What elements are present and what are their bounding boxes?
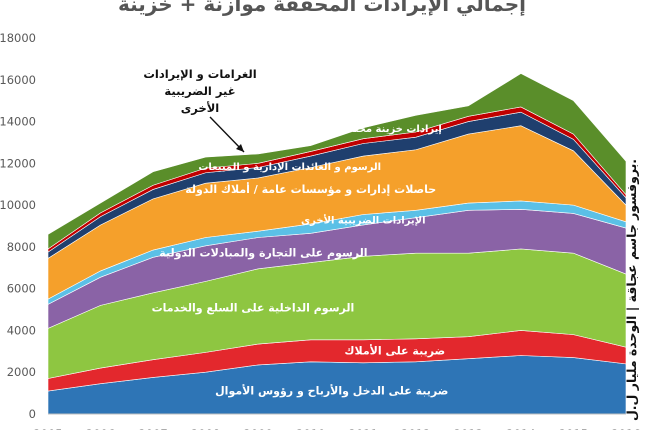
area-label-6: الرسوم و العائدات الإدارية و المبيعات [198,162,381,173]
side-note: بروفسور جاسم عجاقة | الوحدة مليار ل.ل. [624,159,639,421]
area-label-8: إيرادات خزينة مختلفة [337,124,442,135]
fines-callout-line: الأخرى [181,101,220,115]
callout-arrow-head [236,144,244,152]
y-tick-label: 4000 [7,323,36,337]
y-tick-label: 18000 [0,31,36,45]
y-tick-label: 10000 [0,198,36,212]
areas-layer [47,73,627,415]
y-tick-label: 14000 [0,115,36,129]
area-label-5: حاصلات إدارات و مؤسسات عامة / أملاك الدو… [185,182,436,196]
y-tick-label: 2000 [7,365,36,379]
y-axis: 0 2000 4000 6000 8000 10000 12000 14000 16000 180… [0,31,36,421]
area-label-2: الرسوم الداخلية على السلع والخدمات [152,301,355,314]
area-label-1: ضريبة على الأملاك [344,344,445,358]
chart-title: إجمالي الإيرادات المحققة موازنة + خزينة [118,0,526,17]
y-tick-label: 6000 [7,282,36,296]
x-axis: 2005200620072008200920102011201220132014… [33,413,641,434]
y-tick-label: 16000 [0,73,36,87]
fines-callout-line: غير الضريبية [164,84,235,98]
area-label-3: الرسوم على التجارة والمبادلات الدولية [159,247,367,260]
area-series-8 [47,73,627,250]
area-labels: ضريبة على الدخل والأرباح و رؤوس الأموال ض… [143,67,448,398]
fines-callout-line: الغرامات و الإيرادات [143,67,256,82]
area-label-0: ضريبة على الدخل والأرباح و رؤوس الأموال [215,384,448,398]
y-tick-label: 12000 [0,156,36,170]
area-label-4: الإيرادات الضريبية الأخرى [301,214,426,227]
y-tick-label: 0 [29,407,36,421]
y-tick-label: 8000 [7,240,36,254]
callout-arrow [209,116,245,153]
